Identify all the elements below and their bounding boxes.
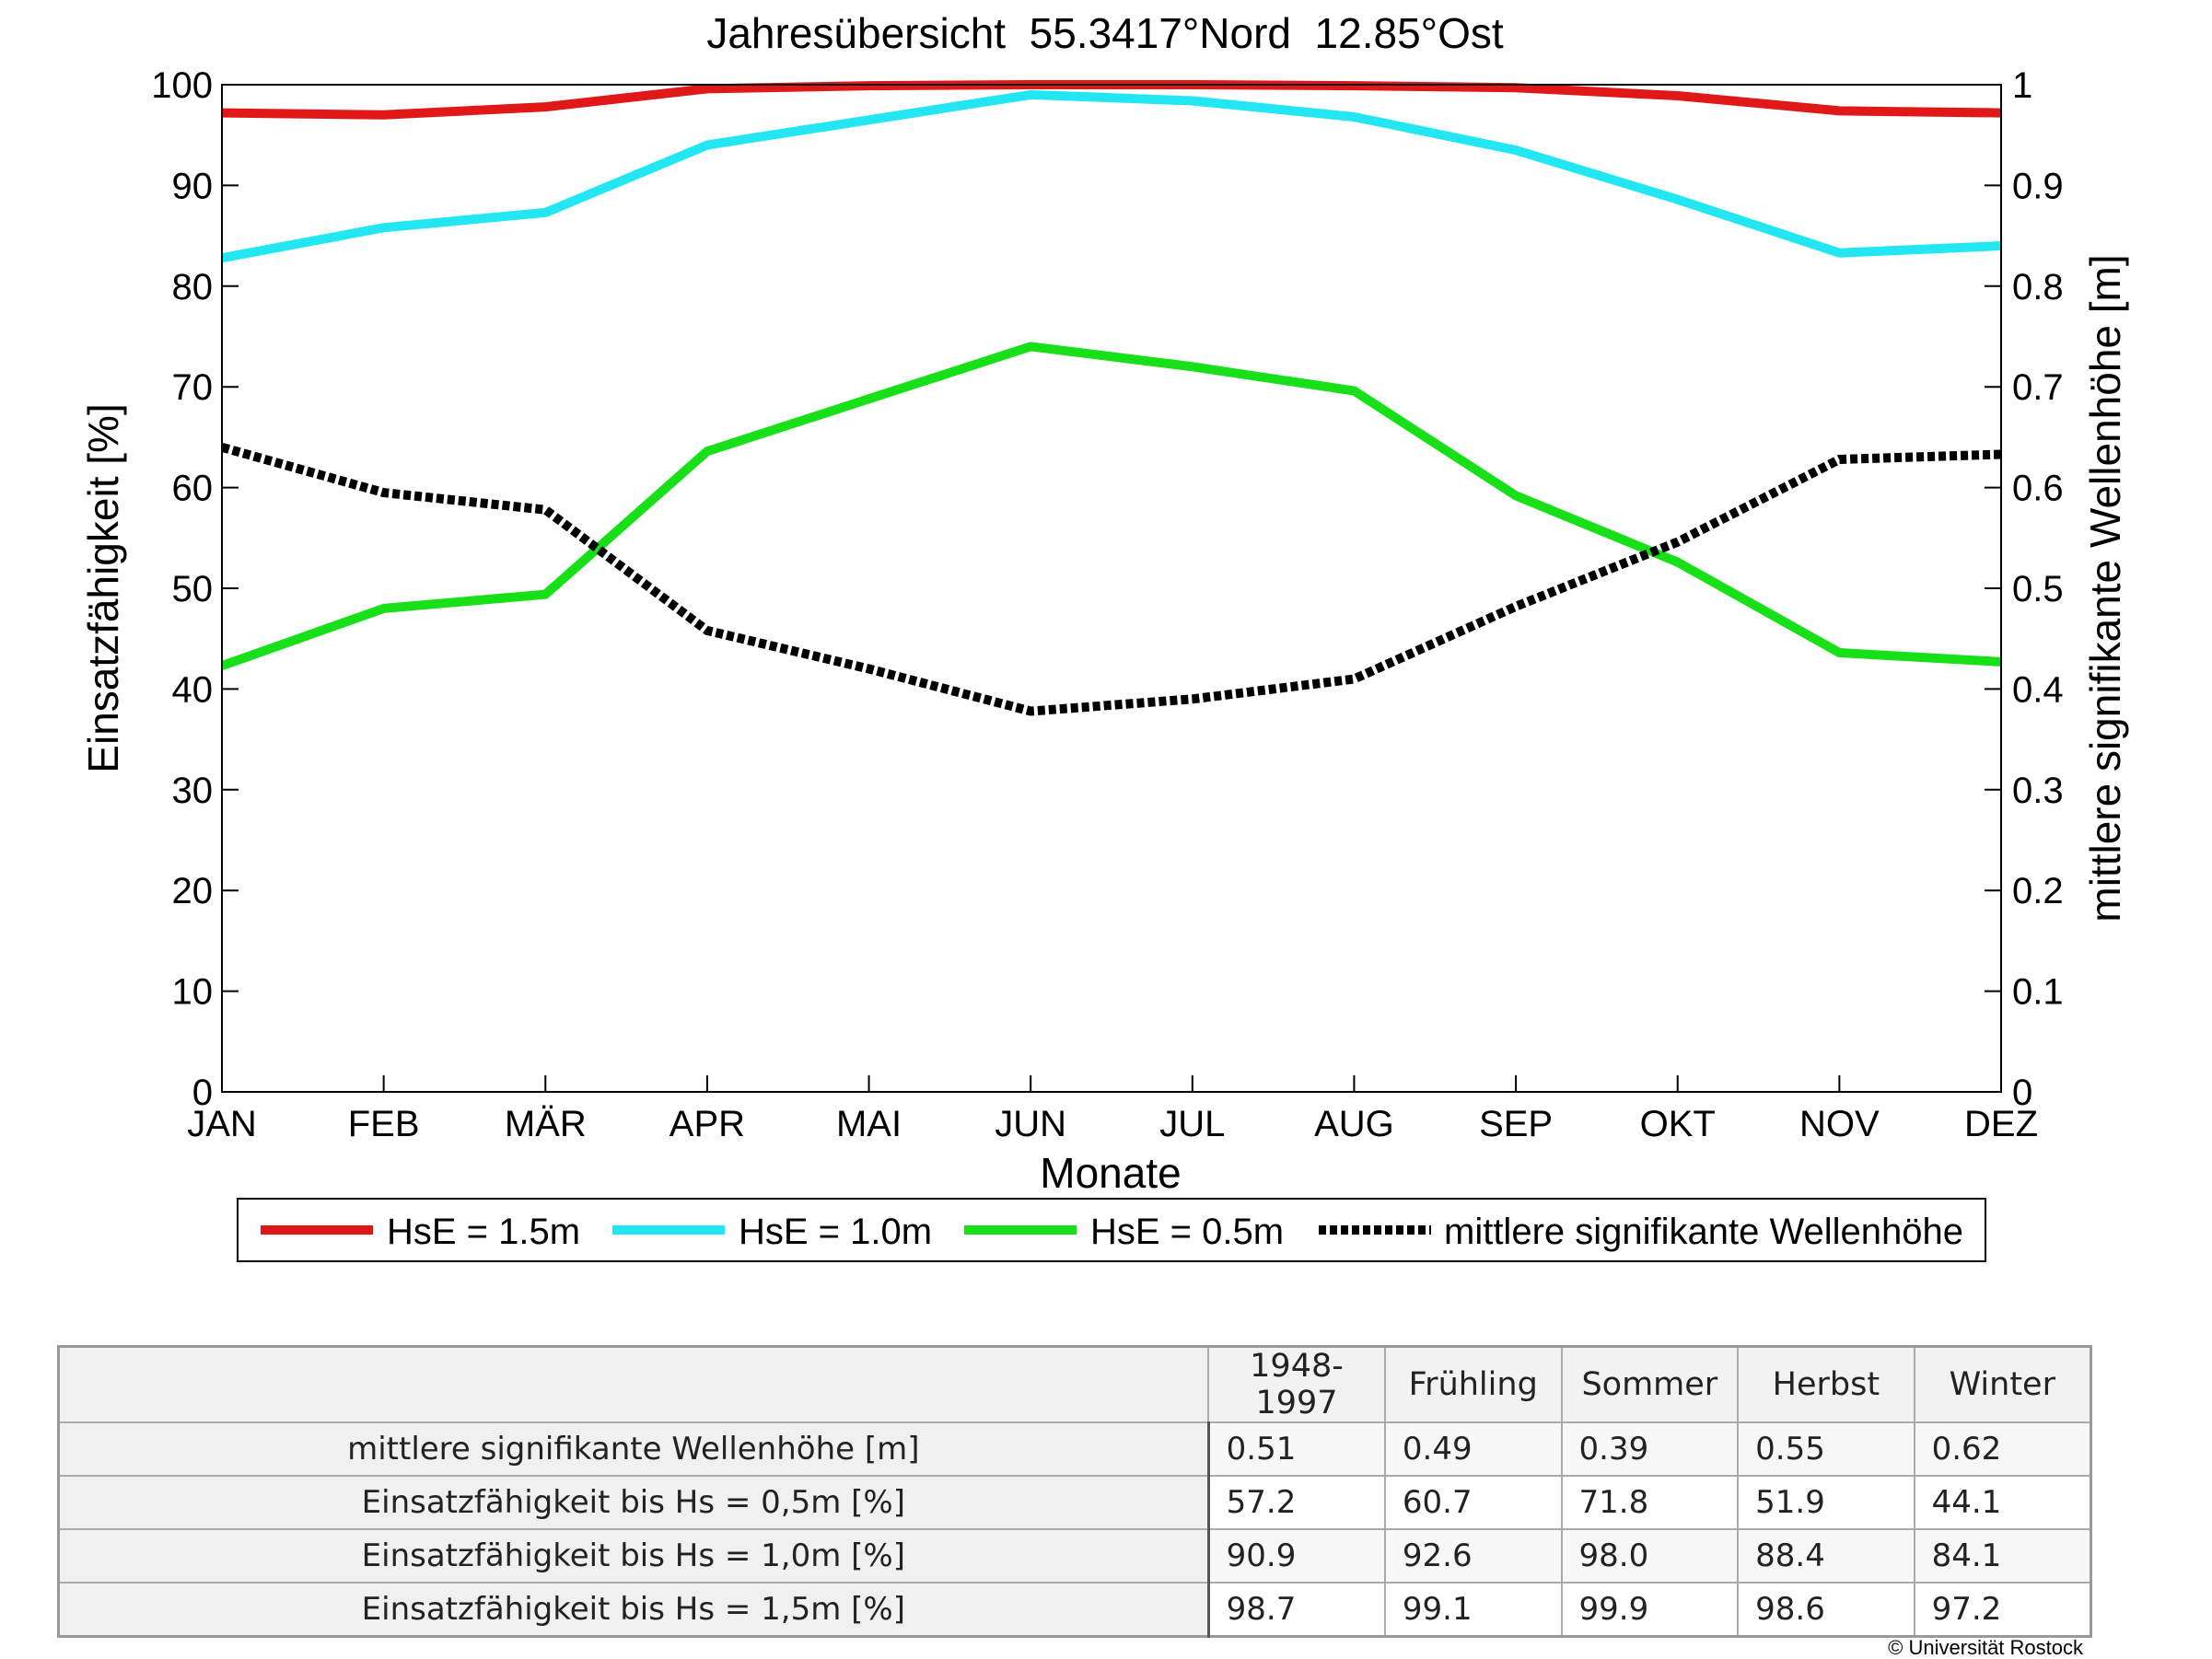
legend-label-wave-height: mittlere signifikante Wellenhöhe xyxy=(1444,1212,1963,1252)
table-cell: 88.4 xyxy=(1737,1528,1915,1584)
column-header: Winter xyxy=(1913,1345,2092,1423)
y2-axis-label: mittlere signifikante Wellenhöhe [m] xyxy=(2081,254,2129,922)
table-cell: 84.1 xyxy=(1913,1528,2092,1584)
x-tick-label: JUL xyxy=(1159,1104,1225,1144)
left-y-tick-label: 10 xyxy=(172,972,214,1013)
copyright-notice: © Universität Rostock xyxy=(1888,1636,2083,1659)
legend-label-hse-0-5: HsE = 0.5m xyxy=(1090,1212,1284,1252)
x-tick-label: JAN xyxy=(187,1104,257,1144)
right-y-tick-label: 0.3 xyxy=(2012,771,2064,811)
x-axis-label: Monate xyxy=(1040,1149,1181,1197)
table-cell: 98.6 xyxy=(1737,1582,1915,1638)
legend-label-hse-1-0: HsE = 1.0m xyxy=(739,1212,932,1252)
x-tick-label: OKT xyxy=(1640,1104,1716,1144)
table-cell: 60.7 xyxy=(1383,1475,1563,1530)
x-tick-label: NOV xyxy=(1799,1104,1880,1144)
right-y-tick-label: 0.4 xyxy=(2012,669,2064,710)
x-tick-label: MAI xyxy=(836,1104,902,1144)
plot-area xyxy=(221,84,2002,1093)
table-cell: 0.49 xyxy=(1383,1421,1563,1477)
table-cell: 0.55 xyxy=(1737,1421,1915,1477)
column-header: Frühling xyxy=(1383,1345,1563,1423)
right-y-tick-label: 0.6 xyxy=(2012,469,2064,509)
table-cell: 99.1 xyxy=(1383,1582,1563,1638)
table-cell: 99.9 xyxy=(1560,1582,1740,1638)
table-cell: 51.9 xyxy=(1737,1475,1915,1530)
series-layer xyxy=(222,80,2001,716)
right-y-tick-label: 0.9 xyxy=(2012,166,2064,206)
column-header: Sommer xyxy=(1560,1345,1740,1423)
left-y-tick-label: 0 xyxy=(192,1073,213,1113)
left-y-tick-label: 20 xyxy=(172,871,214,911)
chart-title: Jahresübersicht 55.3417°Nord 12.85°Ost xyxy=(706,9,1504,57)
table-cell: 57.2 xyxy=(1207,1475,1386,1530)
annual-overview-chart: Jahresübersicht 55.3417°Nord 12.85°Ost 0… xyxy=(79,9,2129,1262)
table-cell: 97.2 xyxy=(1913,1582,2092,1638)
table-cell: 98.0 xyxy=(1560,1528,1740,1584)
right-y-tick-label: 0.1 xyxy=(2012,972,2064,1013)
table-cell: 0.62 xyxy=(1913,1421,2092,1477)
series-line-wave-height xyxy=(222,442,2001,716)
left-y-tick-label: 80 xyxy=(172,267,214,307)
left-y-tick-label: 60 xyxy=(172,469,214,509)
table-row: Einsatzfähigkeit bis Hs = 1,5m [%] 98.7 … xyxy=(57,1582,2092,1638)
x-tick-label: FEB xyxy=(348,1104,420,1144)
right-y-tick-label: 0 xyxy=(2012,1073,2032,1113)
x-tick-label: MÄR xyxy=(505,1104,587,1144)
table-cell: 98.7 xyxy=(1207,1582,1386,1638)
table-cell: 0.51 xyxy=(1207,1421,1386,1477)
x-tick-label: SEP xyxy=(1479,1104,1553,1144)
left-y-tick-label: 30 xyxy=(172,771,214,811)
row-label: Einsatzfähigkeit bis Hs = 0,5m [%] xyxy=(57,1475,1210,1530)
column-header: Herbst xyxy=(1737,1345,1915,1423)
table-corner-cell xyxy=(57,1345,1210,1423)
x-tick-label: DEZ xyxy=(1964,1104,2038,1144)
column-header: 1948-1997 xyxy=(1207,1345,1386,1423)
seasonal-statistics-table: 1948-1997 Frühling Sommer Herbst Winter … xyxy=(57,1345,2092,1638)
series-line-hse-1-0 xyxy=(222,89,2001,263)
legend-label-hse-1-5: HsE = 1.5m xyxy=(387,1212,580,1252)
table-header-row: 1948-1997 Frühling Sommer Herbst Winter xyxy=(57,1345,2092,1423)
x-axis: JAN FEB MÄR APR MAI JUN JUL AUG SEP OKT NOV DEZ xyxy=(187,1075,2038,1144)
x-tick-label: AUG xyxy=(1314,1104,1394,1144)
left-y-axis: 0 10 20 30 40 50 60 70 80 90 100 xyxy=(151,65,239,1113)
row-label: mittlere signifikante Wellenhöhe [m] xyxy=(57,1421,1210,1477)
table-row: mittlere signifikante Wellenhöhe [m] 0.5… xyxy=(57,1421,2092,1477)
right-y-axis: 0 0.1 0.2 0.3 0.4 0.5 0.6 0.7 0.8 0.9 1 xyxy=(1985,65,2064,1113)
table-cell: 90.9 xyxy=(1207,1528,1386,1584)
table-cell: 44.1 xyxy=(1913,1475,2092,1530)
table-cell: 0.39 xyxy=(1560,1421,1740,1477)
y-axis-label: Einsatzfähigkeit [%] xyxy=(79,403,127,772)
row-label: Einsatzfähigkeit bis Hs = 1,0m [%] xyxy=(57,1528,1210,1584)
right-y-tick-label: 0.2 xyxy=(2012,871,2064,911)
right-y-tick-label: 0.5 xyxy=(2012,569,2064,609)
left-y-tick-label: 90 xyxy=(172,166,214,206)
table-row: Einsatzfähigkeit bis Hs = 0,5m [%] 57.2 … xyxy=(57,1475,2092,1530)
table-row: Einsatzfähigkeit bis Hs = 1,0m [%] 90.9 … xyxy=(57,1528,2092,1584)
right-y-tick-label: 1 xyxy=(2012,65,2032,106)
x-tick-label: APR xyxy=(669,1104,745,1144)
legend: HsE = 1.5m HsE = 1.0m HsE = 0.5m mittler… xyxy=(237,1198,1986,1262)
left-y-tick-label: 50 xyxy=(172,569,214,609)
left-y-tick-label: 100 xyxy=(151,65,213,106)
series-line-hse-0-5 xyxy=(222,342,2001,670)
row-label: Einsatzfähigkeit bis Hs = 1,5m [%] xyxy=(57,1582,1210,1638)
left-y-tick-label: 40 xyxy=(172,669,214,710)
legend-box xyxy=(237,1198,1986,1262)
left-y-tick-label: 70 xyxy=(172,367,214,408)
right-y-tick-label: 0.7 xyxy=(2012,367,2064,408)
table-cell: 92.6 xyxy=(1383,1528,1563,1584)
x-tick-label: JUN xyxy=(995,1104,1066,1144)
table-cell: 71.8 xyxy=(1560,1475,1740,1530)
right-y-tick-label: 0.8 xyxy=(2012,267,2064,307)
